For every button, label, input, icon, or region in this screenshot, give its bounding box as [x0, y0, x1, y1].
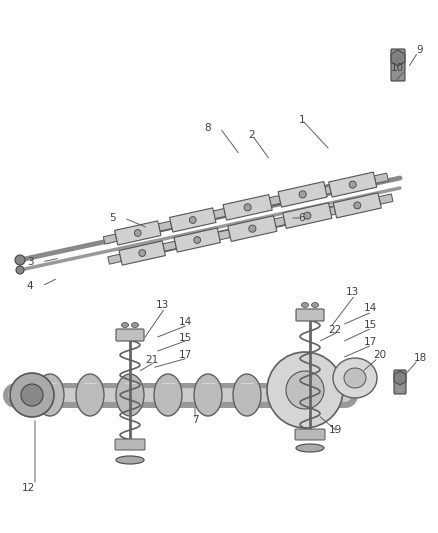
Polygon shape: [321, 207, 336, 217]
Polygon shape: [216, 230, 230, 240]
Ellipse shape: [344, 368, 366, 388]
Polygon shape: [278, 182, 327, 207]
Polygon shape: [379, 194, 393, 204]
Polygon shape: [228, 216, 277, 241]
Circle shape: [189, 216, 196, 223]
Polygon shape: [329, 204, 344, 214]
FancyBboxPatch shape: [116, 329, 144, 341]
Ellipse shape: [76, 374, 104, 416]
FancyBboxPatch shape: [394, 370, 406, 394]
Text: 14: 14: [364, 303, 377, 313]
Circle shape: [244, 204, 251, 211]
Ellipse shape: [154, 374, 182, 416]
Polygon shape: [333, 193, 381, 218]
Polygon shape: [119, 241, 166, 265]
Circle shape: [249, 225, 256, 232]
Ellipse shape: [131, 322, 138, 327]
Text: 15: 15: [178, 333, 192, 343]
Ellipse shape: [311, 303, 318, 308]
Text: 17: 17: [364, 337, 377, 347]
Ellipse shape: [273, 374, 301, 416]
Circle shape: [354, 202, 361, 209]
Circle shape: [304, 212, 311, 219]
Polygon shape: [163, 241, 177, 251]
Ellipse shape: [267, 352, 343, 428]
Text: 10: 10: [390, 63, 403, 73]
Polygon shape: [158, 221, 172, 231]
Polygon shape: [108, 254, 121, 264]
Polygon shape: [159, 222, 172, 232]
Text: 5: 5: [109, 213, 115, 223]
Ellipse shape: [121, 322, 128, 327]
Text: 19: 19: [328, 425, 342, 435]
Polygon shape: [174, 228, 220, 252]
FancyBboxPatch shape: [391, 49, 405, 81]
Text: 20: 20: [374, 350, 387, 360]
Polygon shape: [170, 208, 216, 232]
Circle shape: [299, 191, 306, 198]
Circle shape: [10, 373, 54, 417]
Ellipse shape: [233, 374, 261, 416]
Polygon shape: [328, 172, 377, 197]
FancyBboxPatch shape: [296, 309, 324, 321]
Circle shape: [139, 249, 145, 256]
Polygon shape: [317, 186, 331, 196]
Text: 9: 9: [417, 45, 423, 55]
Polygon shape: [163, 242, 177, 252]
Text: 14: 14: [178, 317, 192, 327]
FancyBboxPatch shape: [115, 439, 145, 450]
Polygon shape: [115, 221, 161, 245]
Ellipse shape: [116, 456, 144, 464]
Polygon shape: [266, 196, 281, 206]
Text: 7: 7: [192, 415, 198, 425]
Text: 13: 13: [346, 287, 359, 297]
Circle shape: [349, 181, 356, 188]
Polygon shape: [211, 208, 226, 219]
Text: 12: 12: [21, 483, 35, 493]
Ellipse shape: [296, 444, 324, 452]
Polygon shape: [325, 183, 339, 193]
Circle shape: [194, 237, 201, 244]
Text: 21: 21: [145, 355, 159, 365]
Circle shape: [15, 255, 25, 265]
Polygon shape: [274, 217, 289, 228]
Polygon shape: [218, 229, 232, 239]
Ellipse shape: [194, 374, 222, 416]
FancyBboxPatch shape: [295, 429, 325, 440]
Text: 8: 8: [205, 123, 211, 133]
Text: 17: 17: [178, 350, 192, 360]
Text: 1: 1: [299, 115, 305, 125]
Polygon shape: [374, 173, 389, 183]
Circle shape: [21, 384, 43, 406]
Ellipse shape: [36, 374, 64, 416]
Ellipse shape: [286, 371, 324, 409]
Text: 13: 13: [155, 300, 169, 310]
Text: 18: 18: [413, 353, 427, 363]
Polygon shape: [270, 196, 284, 206]
Text: 4: 4: [27, 281, 33, 291]
Circle shape: [16, 266, 24, 274]
Polygon shape: [103, 234, 117, 244]
Polygon shape: [214, 209, 227, 219]
Text: 3: 3: [27, 257, 33, 267]
Ellipse shape: [116, 374, 144, 416]
Polygon shape: [223, 195, 272, 220]
Circle shape: [134, 230, 141, 236]
Text: 2: 2: [249, 130, 255, 140]
Polygon shape: [283, 203, 332, 229]
Ellipse shape: [333, 358, 377, 398]
Text: 15: 15: [364, 320, 377, 330]
Polygon shape: [271, 217, 286, 228]
Ellipse shape: [301, 303, 308, 308]
Text: 6: 6: [299, 213, 305, 223]
Text: 22: 22: [328, 325, 342, 335]
